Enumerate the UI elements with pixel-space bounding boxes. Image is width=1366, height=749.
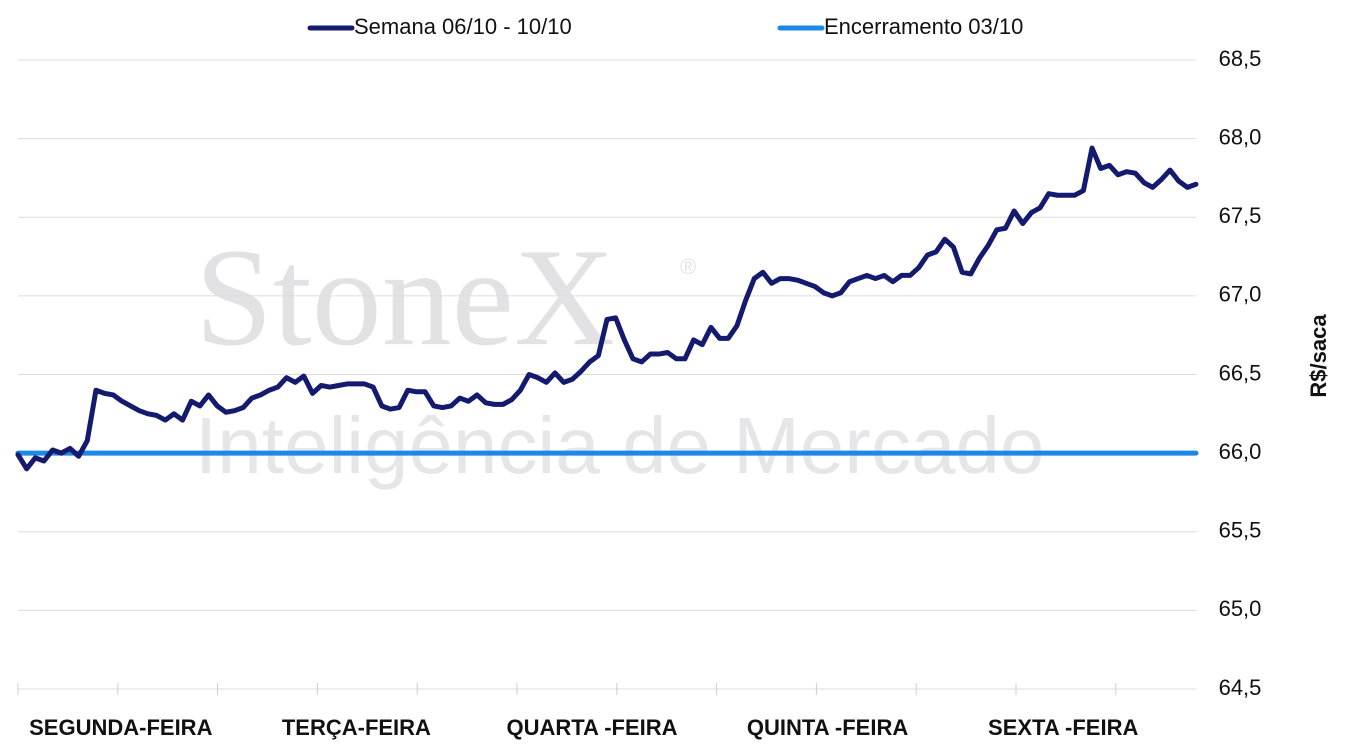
- line-series: [15, 145, 1199, 472]
- watermark-brand: StoneX: [195, 220, 615, 375]
- y-tick-label: 66,0: [1219, 439, 1262, 464]
- x-tick-label: QUINTA -FEIRA: [747, 715, 908, 740]
- legend-label: Encerramento 03/10: [824, 14, 1023, 39]
- y-tick-label: 65,0: [1219, 596, 1262, 621]
- legend-label: Semana 06/10 - 10/10: [354, 14, 572, 39]
- x-tick-label: QUARTA -FEIRA: [506, 715, 677, 740]
- y-tick-label: 66,5: [1219, 360, 1262, 385]
- y-tick-label: 68,5: [1219, 46, 1262, 71]
- x-tick-label: SEGUNDA-FEIRA: [29, 715, 212, 740]
- y-tick-label: 68,0: [1219, 124, 1262, 149]
- watermark-subtitle: Inteligência de Mercado: [195, 401, 1044, 490]
- y-tick-label: 65,5: [1219, 518, 1262, 543]
- y-tick-label: 67,0: [1219, 282, 1262, 307]
- x-tick-label: TERÇA-FEIRA: [282, 715, 431, 740]
- y-axis-label: R$/saca: [1306, 314, 1331, 398]
- y-tick-label: 64,5: [1219, 675, 1262, 700]
- x-tick-label: SEXTA -FEIRA: [988, 715, 1138, 740]
- watermark-mark: ®: [680, 254, 696, 279]
- y-tick-label: 67,5: [1219, 203, 1262, 228]
- watermark: StoneX ® Inteligência de Mercado: [195, 220, 1044, 490]
